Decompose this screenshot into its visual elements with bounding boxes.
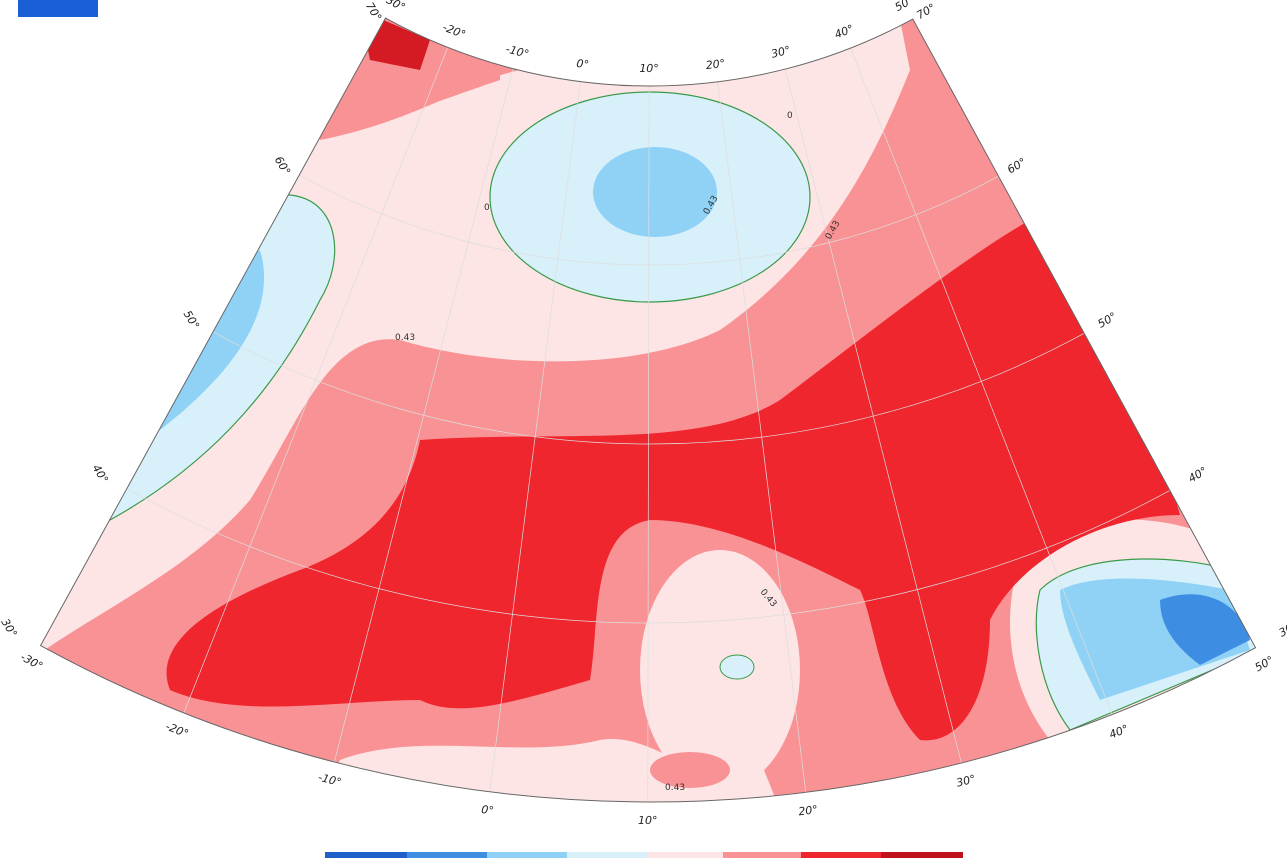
longitude-label: -10° bbox=[317, 771, 343, 789]
longitude-label: 10° bbox=[638, 814, 658, 827]
longitude-label: 0° bbox=[480, 803, 494, 817]
latitude-label: 40° bbox=[1186, 464, 1209, 485]
longitude-label: 0° bbox=[576, 57, 590, 71]
colorbar-swatch bbox=[407, 852, 487, 858]
button[interactable] bbox=[18, 0, 98, 17]
latitude-label: 50° bbox=[1096, 310, 1119, 331]
parallel bbox=[299, 174, 999, 266]
longitude-label: 30° bbox=[770, 43, 792, 60]
colorbar-swatch bbox=[647, 852, 723, 858]
colorbar-swatch bbox=[723, 852, 801, 858]
longitude-label: -10° bbox=[504, 42, 530, 60]
colorbar bbox=[325, 852, 963, 858]
longitude-label: -20° bbox=[441, 21, 468, 42]
latitude-label: 70° bbox=[363, 0, 384, 23]
map-frame bbox=[39, 17, 1257, 803]
longitude-label: 10° bbox=[639, 62, 659, 75]
contour-label: 0.43 bbox=[665, 783, 685, 793]
band-blue bbox=[593, 147, 717, 237]
longitude-label: 20° bbox=[798, 803, 819, 818]
longitude-label: -20° bbox=[164, 720, 191, 741]
longitude-label: 40° bbox=[833, 22, 856, 41]
latitude-label: 40° bbox=[90, 462, 111, 485]
latitude-label: 30° bbox=[1277, 619, 1287, 640]
longitude-label: 50° bbox=[893, 0, 916, 14]
contour-label: 0 bbox=[484, 203, 490, 213]
longitude-label: -30° bbox=[381, 0, 408, 14]
contour-label: 0.43 bbox=[395, 333, 415, 343]
graticule bbox=[126, 47, 1171, 802]
band-dark-blue bbox=[1160, 594, 1250, 665]
latitude-label: 70° bbox=[914, 1, 937, 22]
colorbar-swatch bbox=[801, 852, 881, 858]
longitude-label: -30° bbox=[18, 650, 45, 673]
longitude-label: 50° bbox=[1253, 654, 1276, 675]
parallel bbox=[126, 488, 1171, 624]
longitude-label: 20° bbox=[705, 57, 726, 72]
band-red bbox=[166, 220, 1181, 741]
band-pink bbox=[650, 752, 730, 788]
colorbar-swatch bbox=[487, 852, 567, 858]
longitude-label: 30° bbox=[955, 772, 977, 789]
band-light-blue bbox=[719, 654, 755, 680]
colorbar-swatch bbox=[325, 852, 407, 858]
band-blue bbox=[160, 250, 265, 430]
latitude-label: 60° bbox=[1005, 155, 1028, 176]
contour-label: 0 bbox=[787, 111, 793, 121]
colorbar-swatch bbox=[567, 852, 647, 858]
latitude-label: 50° bbox=[181, 308, 202, 331]
latitude-label: 60° bbox=[272, 154, 293, 177]
longitude-label: 40° bbox=[1107, 722, 1130, 741]
latitude-label: 30° bbox=[0, 616, 20, 639]
colorbar-swatch bbox=[881, 852, 963, 858]
parallel bbox=[212, 331, 1085, 445]
